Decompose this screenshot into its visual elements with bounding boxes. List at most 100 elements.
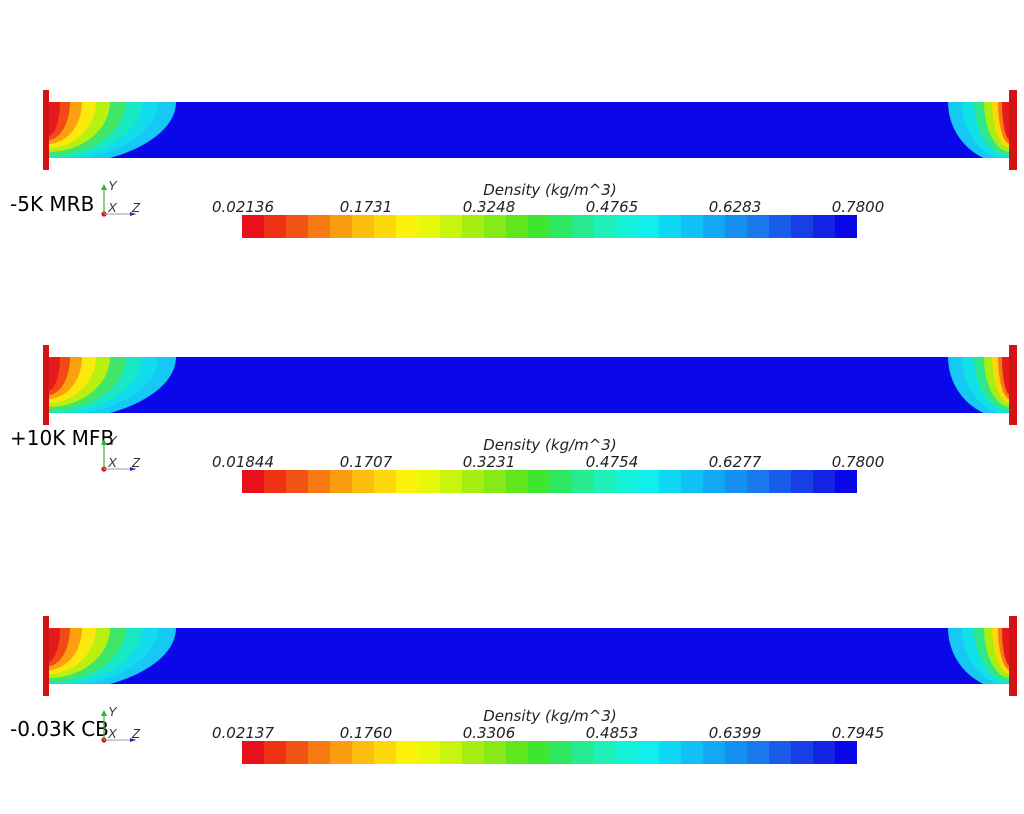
legend-tick-label: 0.1707 bbox=[339, 453, 393, 471]
legend-color-swatch bbox=[659, 215, 682, 238]
axis-y-label: Y bbox=[108, 178, 117, 193]
inlet-flange bbox=[43, 90, 49, 170]
legend-color-swatch bbox=[593, 215, 616, 238]
legend-color-swatch bbox=[725, 741, 748, 764]
legend-tick-label: 0.4853 bbox=[585, 724, 639, 742]
legend-color-swatch bbox=[483, 215, 506, 238]
simulation-panel-3: -0.03K CB Y X Z Density (kg/m^3) 0.02137… bbox=[0, 614, 1024, 814]
legend-tick-label: 0.01844 bbox=[211, 453, 275, 471]
legend-color-bar bbox=[242, 215, 858, 238]
legend-color-swatch bbox=[615, 215, 638, 238]
legend-color-swatch bbox=[329, 741, 352, 764]
legend-color-swatch bbox=[703, 215, 726, 238]
legend-color-swatch bbox=[351, 470, 374, 493]
legend-color-swatch bbox=[791, 215, 814, 238]
duct-geometry bbox=[43, 616, 1017, 696]
legend-tick-label: 0.1731 bbox=[339, 198, 393, 216]
legend-color-swatch bbox=[263, 470, 286, 493]
legend-color-swatch bbox=[549, 741, 572, 764]
duct-geometry bbox=[43, 90, 1017, 170]
legend-color-swatch bbox=[461, 741, 484, 764]
legend-title: Density (kg/m^3) bbox=[483, 436, 617, 454]
legend-color-swatch bbox=[659, 741, 682, 764]
legend-color-swatch bbox=[439, 215, 462, 238]
axes-triad: Y X Z bbox=[96, 178, 146, 220]
axis-x-label: X bbox=[108, 455, 117, 470]
legend-color-swatch bbox=[461, 470, 484, 493]
legend-color-swatch bbox=[835, 215, 858, 238]
legend-color-swatch bbox=[242, 470, 264, 493]
outlet-flange bbox=[1009, 616, 1017, 696]
contour-band bbox=[1002, 102, 1010, 140]
legend-color-swatch bbox=[615, 741, 638, 764]
legend-color-swatch bbox=[307, 470, 330, 493]
legend-title: Density (kg/m^3) bbox=[483, 181, 617, 199]
contour-band bbox=[1002, 628, 1010, 666]
legend-color-swatch bbox=[439, 470, 462, 493]
duct-geometry bbox=[43, 345, 1017, 425]
case-label: +10K MFB bbox=[10, 426, 115, 450]
outlet-flange bbox=[1009, 345, 1017, 425]
outlet-flange bbox=[1009, 90, 1017, 170]
contour-band bbox=[48, 102, 60, 136]
legend-tick-label: 0.3306 bbox=[462, 724, 516, 742]
inlet-flange bbox=[43, 345, 49, 425]
legend-color-swatch bbox=[285, 470, 308, 493]
axis-z-label: Z bbox=[132, 726, 140, 741]
legend-color-swatch bbox=[285, 741, 308, 764]
legend-color-swatch bbox=[549, 470, 572, 493]
legend-color-swatch bbox=[615, 470, 638, 493]
legend-color-bar bbox=[242, 470, 858, 493]
legend-color-swatch bbox=[571, 470, 594, 493]
contour-band bbox=[1002, 357, 1010, 395]
axis-y-label: Y bbox=[108, 704, 117, 719]
legend-tick-label: 0.02137 bbox=[211, 724, 275, 742]
legend-color-swatch bbox=[505, 741, 528, 764]
legend-tick-label: 0.3231 bbox=[462, 453, 516, 471]
legend-tick-label: 0.4765 bbox=[585, 198, 639, 216]
legend-tick-label: 0.6399 bbox=[708, 724, 762, 742]
case-label: -5K MRB bbox=[10, 192, 95, 216]
legend-color-swatch bbox=[527, 741, 550, 764]
legend-ticks: 0.01844 0.1707 0.3231 0.4754 0.6277 0.7800 bbox=[0, 453, 1024, 471]
legend-ticks: 0.02137 0.1760 0.3306 0.4853 0.6399 0.7945 bbox=[0, 724, 1024, 742]
legend-color-swatch bbox=[813, 215, 836, 238]
legend-color-swatch bbox=[395, 215, 418, 238]
legend-color-swatch bbox=[263, 741, 286, 764]
legend-color-swatch bbox=[439, 741, 462, 764]
legend-color-swatch bbox=[417, 470, 440, 493]
legend-color-swatch bbox=[373, 470, 396, 493]
density-contour-plot bbox=[43, 90, 1017, 170]
contour-band bbox=[48, 357, 60, 391]
axis-z-label: Z bbox=[132, 200, 140, 215]
legend-title: Density (kg/m^3) bbox=[483, 707, 617, 725]
legend-color-swatch bbox=[637, 741, 660, 764]
legend-color-swatch bbox=[395, 470, 418, 493]
legend-tick-label: 0.1760 bbox=[339, 724, 393, 742]
legend-color-swatch bbox=[791, 470, 814, 493]
legend-color-swatch bbox=[505, 470, 528, 493]
legend-color-swatch bbox=[703, 470, 726, 493]
legend-color-swatch bbox=[242, 215, 264, 238]
axes-triad: Y X Z bbox=[96, 433, 146, 475]
legend-color-swatch bbox=[483, 741, 506, 764]
axis-z-label: Z bbox=[132, 455, 140, 470]
legend-color-swatch bbox=[527, 215, 550, 238]
legend-tick-label: 0.6277 bbox=[708, 453, 762, 471]
legend-color-swatch bbox=[417, 741, 440, 764]
density-contour-plot bbox=[43, 345, 1017, 425]
legend-color-swatch bbox=[329, 470, 352, 493]
legend-tick-label: 0.6283 bbox=[708, 198, 762, 216]
legend-color-swatch bbox=[747, 470, 770, 493]
legend-color-swatch bbox=[747, 215, 770, 238]
legend-color-swatch bbox=[769, 470, 792, 493]
legend-color-swatch bbox=[593, 741, 616, 764]
legend-color-swatch bbox=[681, 741, 704, 764]
legend-color-swatch bbox=[263, 215, 286, 238]
legend-color-swatch bbox=[285, 215, 308, 238]
legend-color-swatch bbox=[571, 215, 594, 238]
legend-color-swatch bbox=[813, 470, 836, 493]
legend-color-swatch bbox=[593, 470, 616, 493]
axis-x-label: X bbox=[108, 200, 117, 215]
legend-color-swatch bbox=[725, 215, 748, 238]
